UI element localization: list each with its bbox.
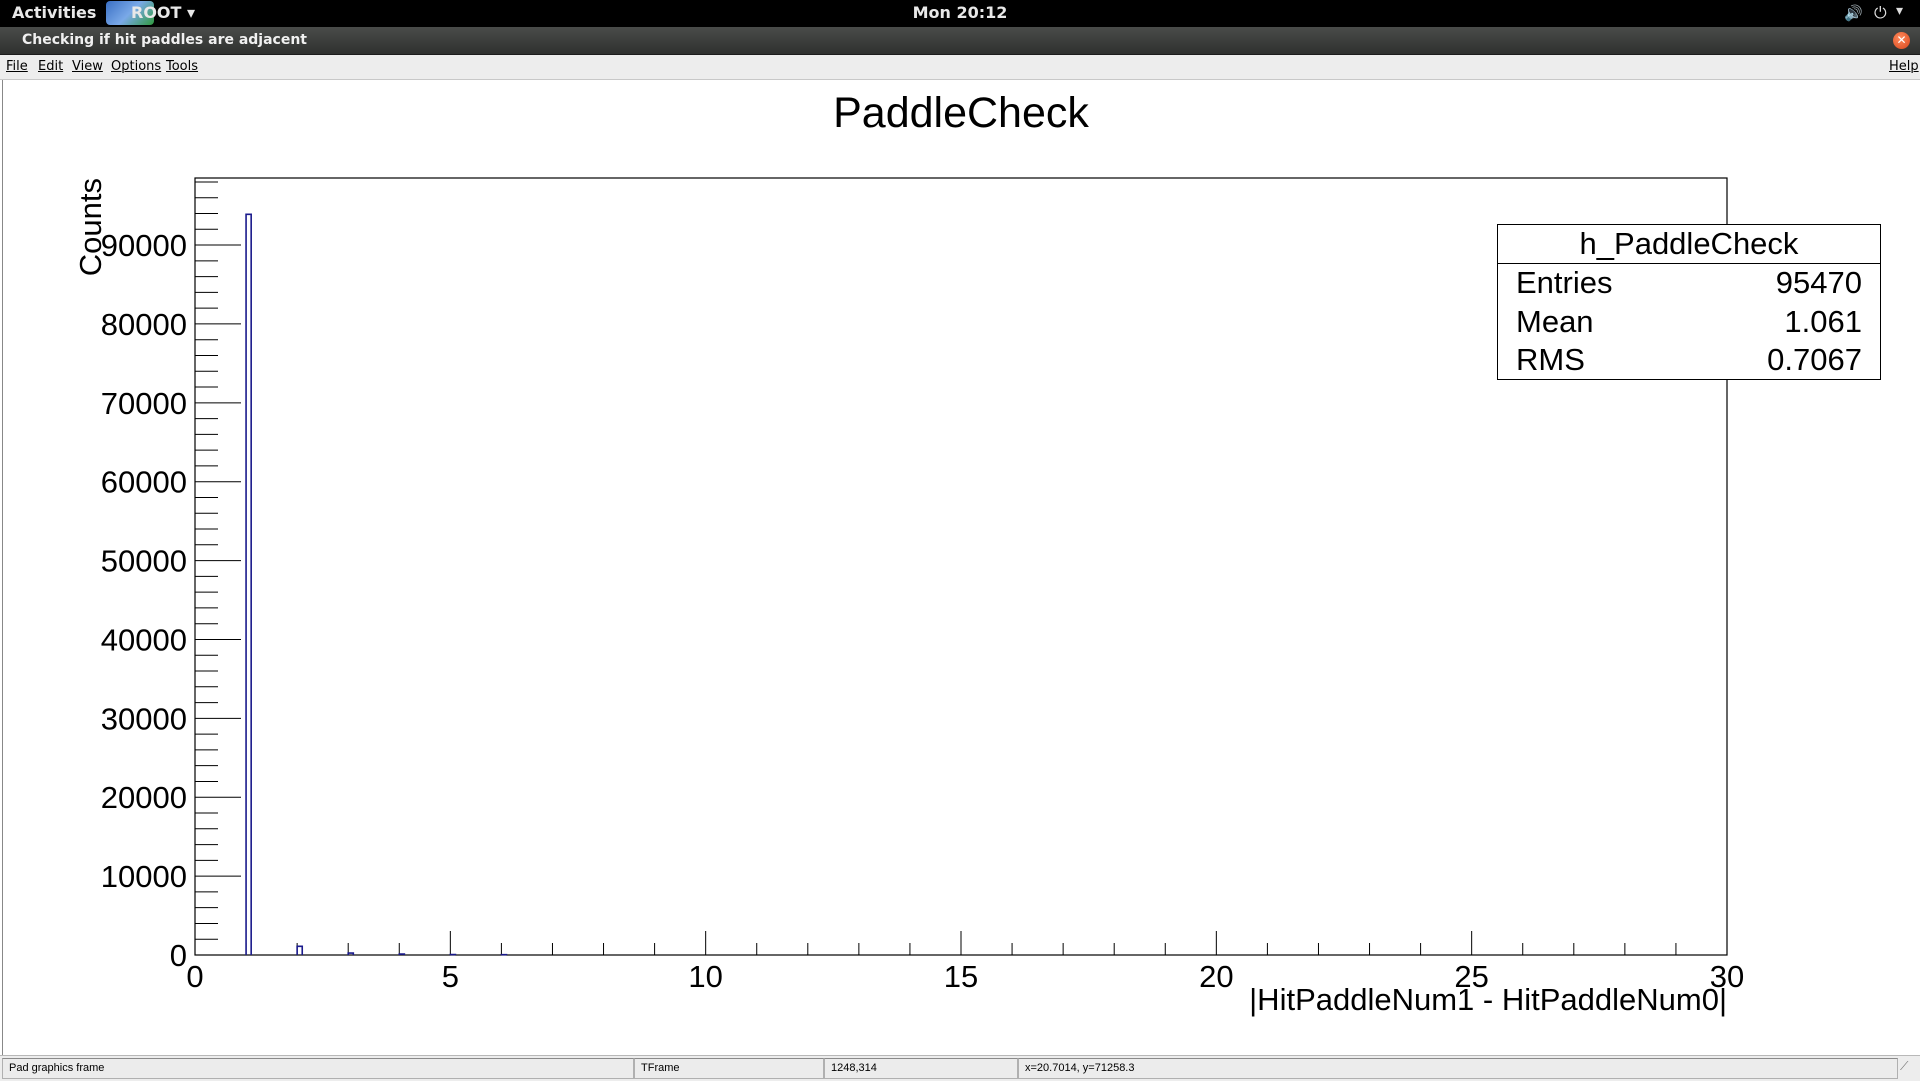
status-bar: Pad graphics frame TFrame 1248,314 x=20.… <box>0 1055 1920 1081</box>
histogram-bin <box>297 946 302 955</box>
y-tick-label: 80000 <box>101 307 187 342</box>
chevron-down-icon[interactable]: ▾ <box>1896 3 1903 19</box>
stats-row-rms: RMS 0.7067 <box>1516 341 1862 379</box>
app-menu-button[interactable]: ROOT ▾ <box>131 3 195 22</box>
stats-value: 0.7067 <box>1767 341 1862 379</box>
x-tick-label: 20 <box>1199 959 1233 994</box>
status-class-name: TFrame <box>634 1058 824 1079</box>
stats-row-mean: Mean 1.061 <box>1516 303 1862 341</box>
menu-help[interactable]: Help <box>1889 59 1919 74</box>
y-axis-label: Counts <box>73 178 108 276</box>
close-icon[interactable]: ✕ <box>1893 32 1910 49</box>
stats-label: RMS <box>1516 341 1585 379</box>
y-tick-label: 20000 <box>101 780 187 815</box>
stats-label: Entries <box>1516 264 1612 302</box>
menu-tools[interactable]: Tools <box>166 59 198 74</box>
y-tick-label: 90000 <box>101 228 187 263</box>
menu-options[interactable]: Options <box>111 59 161 74</box>
stats-value: 95470 <box>1776 264 1862 302</box>
y-tick-label: 50000 <box>101 544 187 579</box>
stats-title: h_PaddleCheck <box>1498 225 1880 264</box>
menu-bar: File Edit View Options Tools Help <box>0 55 1920 80</box>
status-pixel-coords: 1248,314 <box>824 1058 1018 1079</box>
volume-icon[interactable]: 🔊 <box>1844 4 1863 22</box>
y-tick-label: 40000 <box>101 622 187 657</box>
x-axis-label: |HitPaddleNum1 - HitPaddleNum0| <box>1249 982 1727 1017</box>
x-tick-label: 15 <box>944 959 978 994</box>
y-tick-label: 0 <box>170 938 187 973</box>
y-tick-label: 30000 <box>101 701 187 736</box>
menu-file[interactable]: File <box>6 59 28 74</box>
stats-value: 1.061 <box>1784 303 1862 341</box>
x-tick-label: 10 <box>688 959 722 994</box>
window-title-bar[interactable]: Checking if hit paddles are adjacent ✕ <box>0 27 1920 55</box>
clock-container: Mon 20:12 <box>0 3 1920 22</box>
power-icon[interactable]: ⏻ <box>1874 3 1887 23</box>
x-tick-label: 5 <box>442 959 459 994</box>
window-title: Checking if hit paddles are adjacent <box>22 32 307 48</box>
x-tick-label: 0 <box>186 959 203 994</box>
y-tick-label: 10000 <box>101 859 187 894</box>
menu-view[interactable]: View <box>72 59 103 74</box>
status-world-coords: x=20.7014, y=71258.3 <box>1018 1058 1898 1079</box>
resize-grip-icon[interactable]: ⟋ <box>1900 1059 1916 1077</box>
stats-row-entries: Entries 95470 <box>1516 264 1862 302</box>
menu-edit[interactable]: Edit <box>38 59 63 74</box>
clock-button[interactable]: Mon 20:12 <box>913 3 1008 22</box>
histogram-bin <box>246 214 251 955</box>
status-object-info: Pad graphics frame <box>2 1058 634 1079</box>
chart-title: PaddleCheck <box>833 89 1089 137</box>
activities-button[interactable]: Activities <box>12 3 96 22</box>
stats-label: Mean <box>1516 303 1594 341</box>
stats-box[interactable]: h_PaddleCheck Entries 95470 Mean 1.061 R… <box>1497 224 1881 380</box>
y-tick-label: 60000 <box>101 465 187 500</box>
system-top-bar: Activities ROOT ▾ Mon 20:12 🔊 ⏻ ▾ <box>0 0 1920 27</box>
y-tick-label: 70000 <box>101 386 187 421</box>
